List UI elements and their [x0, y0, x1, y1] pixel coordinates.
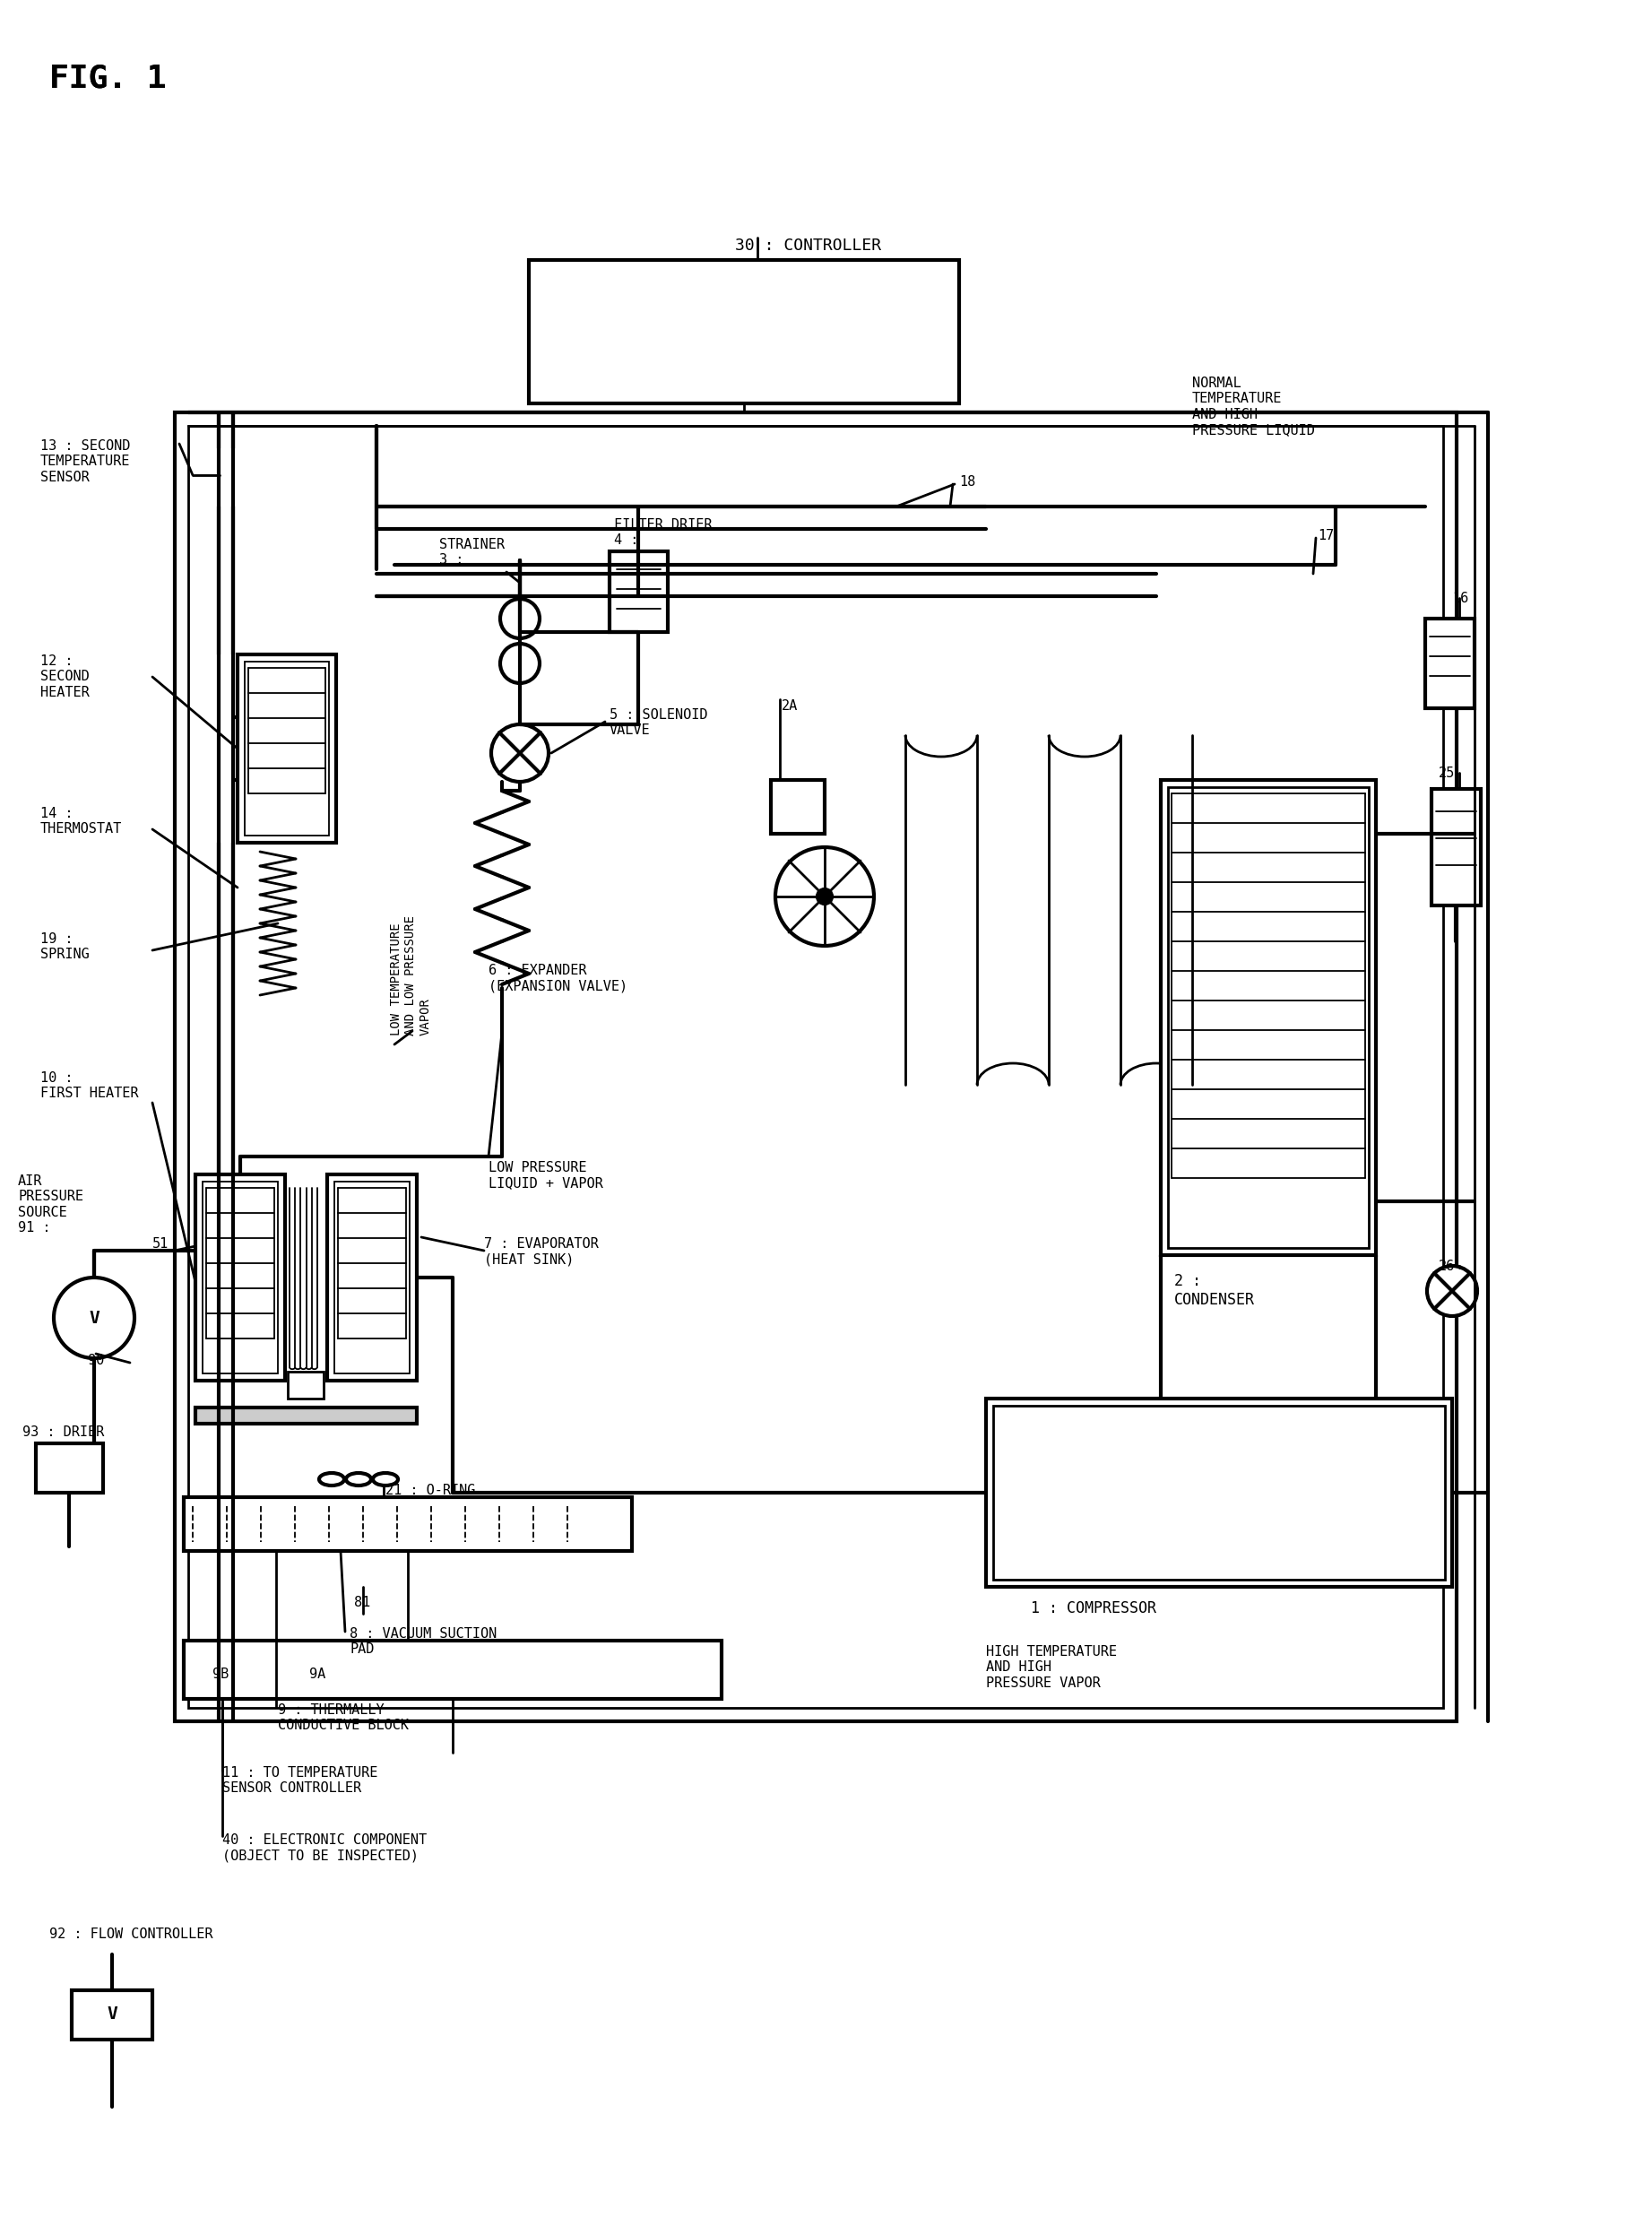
Circle shape	[55, 1278, 134, 1359]
Circle shape	[501, 599, 540, 639]
Text: LOW TEMPERATURE
AND LOW PRESSURE
VAPOR: LOW TEMPERATURE AND LOW PRESSURE VAPOR	[390, 916, 431, 1035]
Text: 12 :
SECOND
HEATER: 12 : SECOND HEATER	[40, 655, 89, 700]
Text: V: V	[89, 1310, 99, 1325]
Circle shape	[1427, 1265, 1477, 1316]
Text: 14 :
THERMOSTAT: 14 : THERMOSTAT	[40, 807, 122, 836]
Text: 9A: 9A	[309, 1667, 325, 1681]
Bar	[287, 1372, 324, 1399]
Bar	[36, 1444, 102, 1493]
Circle shape	[775, 847, 874, 945]
Ellipse shape	[373, 1473, 398, 1486]
Text: FIG. 1: FIG. 1	[50, 63, 167, 94]
Bar	[327, 1173, 416, 1381]
Bar	[993, 1406, 1446, 1580]
Bar	[1168, 787, 1370, 1247]
Text: 18: 18	[960, 476, 975, 489]
Bar	[244, 662, 329, 836]
Text: 25: 25	[1439, 767, 1455, 780]
Text: V: V	[107, 2007, 117, 2023]
Text: 19 :
SPRING: 19 : SPRING	[40, 932, 89, 961]
Circle shape	[491, 724, 548, 782]
Text: 16: 16	[1452, 592, 1469, 606]
Text: LOW PRESSURE
LIQUID + VAPOR: LOW PRESSURE LIQUID + VAPOR	[489, 1160, 603, 1189]
Text: 6 : EXPANDER
(EXPANSION VALVE): 6 : EXPANDER (EXPANSION VALVE)	[489, 963, 628, 992]
Text: NORMAL
TEMPERATURE
AND HIGH
PRESSURE LIQUID: NORMAL TEMPERATURE AND HIGH PRESSURE LIQ…	[1193, 375, 1315, 436]
Text: 92 : FLOW CONTROLLER: 92 : FLOW CONTROLLER	[50, 1927, 213, 1940]
Bar	[1426, 619, 1475, 708]
Bar	[71, 1989, 152, 2041]
Bar	[1432, 789, 1480, 905]
Text: 30 : CONTROLLER: 30 : CONTROLLER	[735, 237, 881, 255]
Text: 81: 81	[354, 1596, 370, 1609]
Text: AIR
PRESSURE
SOURCE
91 :: AIR PRESSURE SOURCE 91 :	[18, 1173, 83, 1234]
Text: 21 : O-RING: 21 : O-RING	[385, 1484, 476, 1497]
Text: 1 : COMPRESSOR: 1 : COMPRESSOR	[1031, 1600, 1156, 1616]
Bar	[183, 1640, 722, 1699]
Bar	[183, 1497, 633, 1551]
Text: 2 :
CONDENSER: 2 : CONDENSER	[1175, 1274, 1256, 1307]
Text: 26: 26	[1439, 1261, 1455, 1274]
Text: 51: 51	[152, 1238, 169, 1252]
Text: 7 : EVAPORATOR
(HEAT SINK): 7 : EVAPORATOR (HEAT SINK)	[484, 1238, 598, 1267]
Text: 10 :
FIRST HEATER: 10 : FIRST HEATER	[40, 1071, 139, 1100]
Bar	[986, 1399, 1452, 1587]
Bar	[238, 655, 335, 843]
Text: 2A: 2A	[781, 700, 798, 713]
Text: 90: 90	[88, 1354, 104, 1368]
Bar	[188, 427, 1444, 1708]
Text: 5 : SOLENOID
VALVE: 5 : SOLENOID VALVE	[610, 708, 707, 738]
Text: 93 : DRIER: 93 : DRIER	[23, 1426, 104, 1439]
Bar	[195, 1173, 286, 1381]
Text: FIG. 1: FIG. 1	[50, 63, 167, 94]
Text: 40 : ELECTRONIC COMPONENT
(OBJECT TO BE INSPECTED): 40 : ELECTRONIC COMPONENT (OBJECT TO BE …	[223, 1833, 426, 1862]
Bar	[203, 1182, 278, 1375]
Bar	[771, 780, 824, 834]
Text: 8 : VACUUM SUCTION
PAD: 8 : VACUUM SUCTION PAD	[350, 1627, 497, 1656]
Bar	[334, 1182, 410, 1375]
Bar	[175, 413, 1457, 1721]
Text: 13 : SECOND
TEMPERATURE
SENSOR: 13 : SECOND TEMPERATURE SENSOR	[40, 440, 131, 485]
Text: 9B: 9B	[213, 1667, 228, 1681]
Text: HIGH TEMPERATURE
AND HIGH
PRESSURE VAPOR: HIGH TEMPERATURE AND HIGH PRESSURE VAPOR	[986, 1645, 1117, 1690]
Text: FILTER DRIER
4 :: FILTER DRIER 4 :	[615, 519, 712, 548]
Circle shape	[501, 644, 540, 684]
Circle shape	[818, 890, 833, 903]
Text: 9 : THERMALLY
CONDUCTIVE BLOCK: 9 : THERMALLY CONDUCTIVE BLOCK	[278, 1703, 408, 1732]
Text: 17: 17	[1318, 530, 1335, 543]
Bar	[610, 552, 667, 633]
Ellipse shape	[345, 1473, 372, 1486]
Bar	[1161, 780, 1376, 1256]
Text: STRAINER
3 :: STRAINER 3 :	[439, 539, 504, 568]
Bar	[195, 1408, 416, 1424]
Bar	[529, 259, 960, 405]
Ellipse shape	[319, 1473, 344, 1486]
Text: 11 : TO TEMPERATURE
SENSOR CONTROLLER: 11 : TO TEMPERATURE SENSOR CONTROLLER	[223, 1766, 378, 1795]
